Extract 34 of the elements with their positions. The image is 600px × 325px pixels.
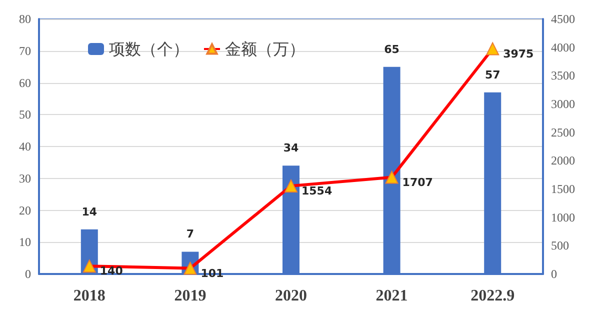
x-tick-label: 2022.9 <box>470 288 515 304</box>
y-tick-label: 80 <box>19 12 31 26</box>
legend-label: 项数（个） <box>109 40 189 58</box>
y2-tick-label: 3500 <box>551 68 575 83</box>
data-label: 1554 <box>302 184 332 198</box>
data-label: 65 <box>384 42 400 56</box>
x-tick-label: 2020 <box>275 288 307 304</box>
x-tick-label: 2021 <box>376 288 408 304</box>
y2-tick-label: 1500 <box>551 182 575 196</box>
y-tick-label: 70 <box>19 44 31 58</box>
y-tick-label: 60 <box>19 76 31 90</box>
y-tick-label: 0 <box>25 267 31 281</box>
y-tick-label: 40 <box>19 140 31 154</box>
y-tick-label: 50 <box>19 108 31 122</box>
x-tick-label: 2019 <box>174 288 206 304</box>
data-label: 14 <box>82 205 98 218</box>
y-tick-label: 10 <box>19 235 31 250</box>
data-label: 34 <box>283 142 299 155</box>
y2-tick-label: 4500 <box>551 12 575 26</box>
y-tick-label: 30 <box>19 171 31 186</box>
y2-tick-label: 1000 <box>551 210 575 224</box>
y2-tick-label: 4000 <box>551 40 575 54</box>
data-label: 7 <box>186 228 194 241</box>
y2-tick-label: 3000 <box>551 97 575 111</box>
legend-label: 金额（万） <box>225 40 305 58</box>
y-tick-label: 20 <box>19 203 31 218</box>
y2-tick-label: 500 <box>551 238 569 253</box>
data-label: 3975 <box>503 47 534 60</box>
data-label: 1707 <box>402 176 433 189</box>
x-tick-label: 2018 <box>73 288 106 304</box>
y2-tick-label: 0 <box>551 267 557 281</box>
y2-tick-label: 2500 <box>551 125 575 140</box>
y2-tick-label: 2000 <box>551 154 575 168</box>
data-label: 57 <box>484 68 500 82</box>
